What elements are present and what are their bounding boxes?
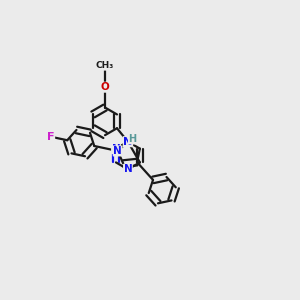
- Text: N: N: [113, 146, 122, 156]
- Text: F: F: [47, 132, 55, 142]
- Text: N: N: [124, 164, 132, 174]
- Text: H: H: [128, 134, 136, 144]
- Text: CH₃: CH₃: [96, 61, 114, 70]
- Text: N: N: [112, 144, 120, 154]
- Text: N: N: [123, 137, 133, 147]
- Text: O: O: [100, 82, 109, 92]
